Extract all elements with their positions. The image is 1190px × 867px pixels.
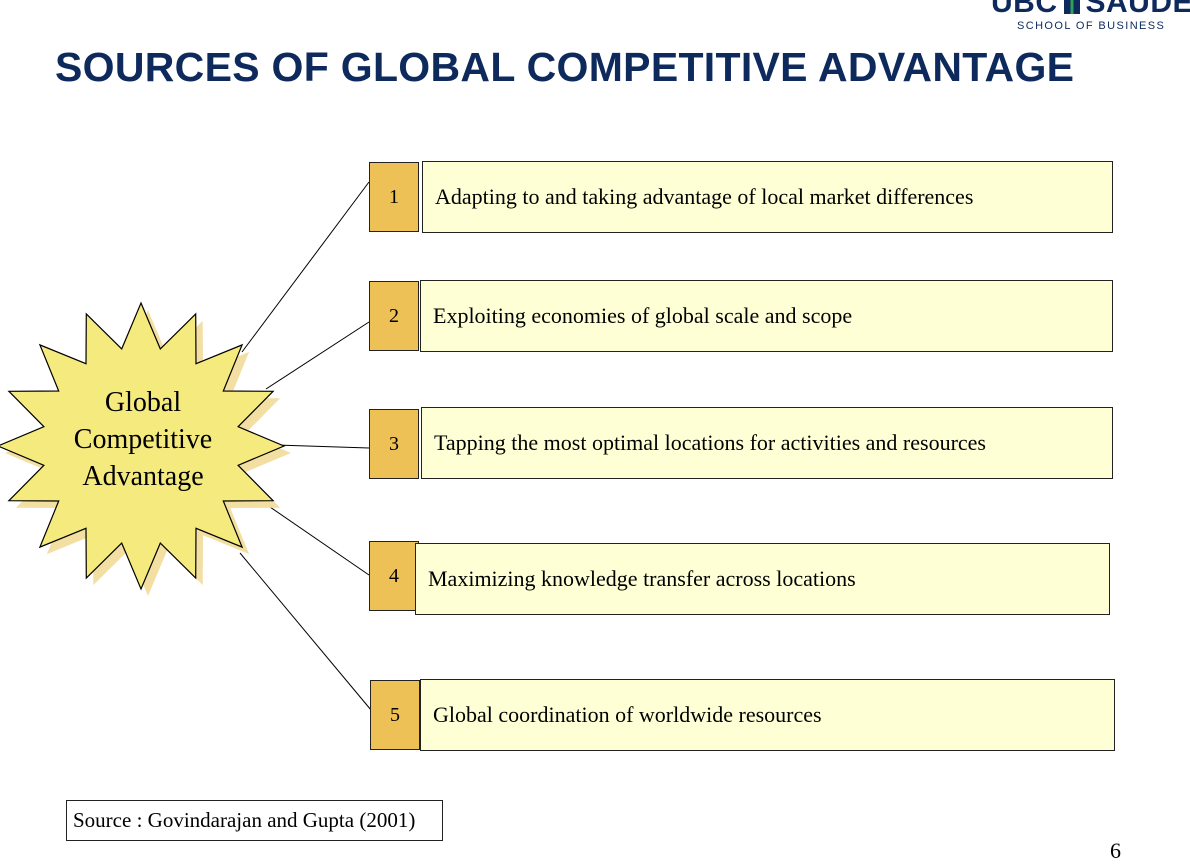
connector-line-2 (265, 321, 370, 390)
connector-line-4 (269, 506, 370, 576)
logo-wordmark: UBC SAUDER (991, 0, 1190, 20)
source-citation: Source : Govindarajan and Gupta (2001) (66, 800, 443, 841)
logo-sauder-text: SAUDER (1085, 0, 1190, 19)
item-label-3: Tapping the most optimal locations for a… (421, 407, 1113, 479)
item-label-5: Global coordination of worldwide resourc… (420, 679, 1115, 751)
page-title: SOURCES OF GLOBAL COMPETITIVE ADVANTAGE (55, 44, 1075, 90)
center-label-line-2: Competitive (73, 424, 213, 455)
item-number-2: 2 (369, 281, 419, 351)
logo-subtitle: SCHOOL OF BUSINESS (1017, 20, 1166, 32)
logo-shield-icon (1063, 0, 1080, 14)
item-label-4: Maximizing knowledge transfer across loc… (415, 543, 1110, 615)
center-label: Global Competitive Advantage (40, 384, 246, 495)
connector-line-1 (241, 181, 370, 353)
center-label-line-1: Global (104, 387, 182, 418)
item-number-4: 4 (369, 541, 419, 611)
ubc-sauder-logo: UBC SAUDER SCHOOL OF BUSINESS (985, 0, 1190, 36)
item-number-1: 1 (369, 162, 419, 232)
star-burst-shape (0, 301, 286, 591)
item-number-5: 5 (370, 680, 420, 750)
item-label-1: Adapting to and taking advantage of loca… (422, 161, 1113, 233)
item-label-2: Exploiting economies of global scale and… (420, 280, 1113, 352)
item-number-3: 3 (369, 409, 419, 479)
center-label-line-3: Advantage (82, 461, 204, 492)
connector-line-5 (239, 552, 372, 711)
page-number: 6 (1110, 838, 1121, 863)
logo-ubc-text: UBC (991, 0, 1058, 19)
connector-line-3 (275, 444, 370, 449)
